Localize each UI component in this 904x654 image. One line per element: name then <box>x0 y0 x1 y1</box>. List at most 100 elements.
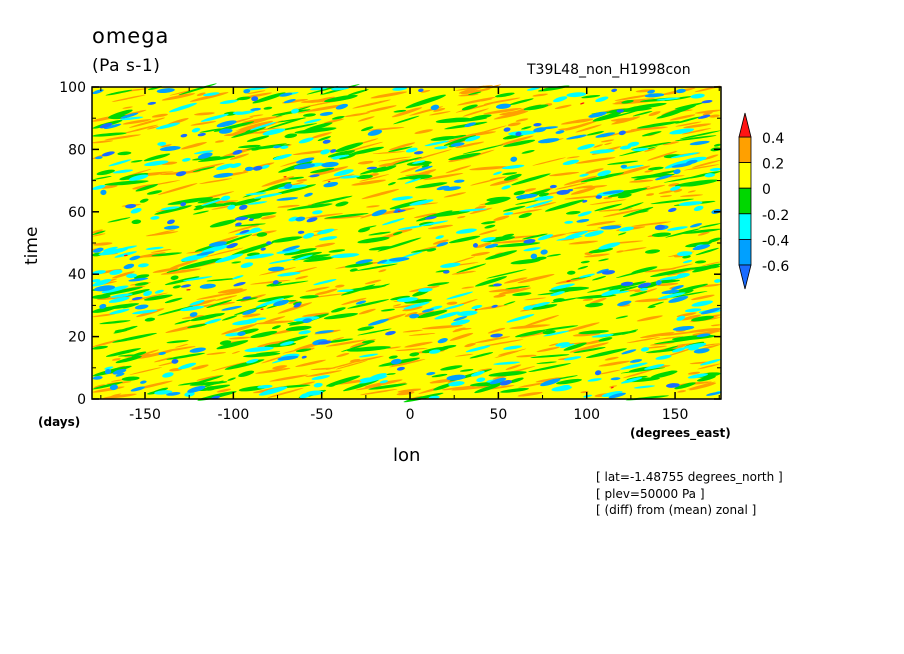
field-cyan <box>476 377 486 383</box>
field-orange <box>391 107 423 118</box>
field-red <box>260 308 264 310</box>
field-cyan <box>543 330 570 337</box>
colorbar-label: 0.2 <box>762 157 784 173</box>
field-cyan <box>640 347 650 352</box>
field-green <box>285 325 312 331</box>
field-green <box>449 369 492 382</box>
field-cyan <box>691 300 713 307</box>
field-cyan <box>405 147 418 153</box>
field-green <box>405 94 446 109</box>
field-cyan <box>300 162 325 169</box>
field-green <box>358 227 371 233</box>
field-green <box>627 102 667 110</box>
field-orange <box>116 88 148 93</box>
field-green <box>151 387 169 394</box>
field-cyan <box>657 292 686 300</box>
field-green <box>197 197 220 204</box>
field-cyan <box>714 279 721 283</box>
field-green <box>249 214 263 219</box>
field-orange <box>493 215 510 221</box>
field-lightblue <box>93 285 116 292</box>
field-green <box>92 306 117 313</box>
field-lightblue <box>268 266 285 272</box>
field-green <box>574 134 586 139</box>
field-green <box>606 108 634 116</box>
field-green <box>388 355 398 359</box>
field-green <box>122 304 136 309</box>
field-blue <box>197 132 206 137</box>
field-lightblue <box>158 351 166 356</box>
field-orange <box>359 174 390 182</box>
field-orange <box>242 199 258 203</box>
field-green <box>343 285 387 292</box>
field-cyan <box>219 99 238 105</box>
field-orange <box>414 212 437 219</box>
field-lightblue <box>319 111 333 116</box>
field-orange <box>555 277 586 284</box>
field-orange <box>169 88 199 96</box>
field-orange <box>440 211 459 216</box>
field-lightblue <box>540 378 561 387</box>
field-green <box>521 150 535 154</box>
field-cyan <box>313 382 323 388</box>
field-orange <box>575 157 616 164</box>
field-green <box>431 373 448 378</box>
field-orange <box>541 233 567 239</box>
field-cyan <box>690 93 705 99</box>
field-lightblue <box>283 98 296 104</box>
field-orange <box>224 289 248 296</box>
field-green <box>674 179 718 187</box>
field-green <box>548 286 590 292</box>
field-lightblue <box>104 369 112 375</box>
field-green <box>404 299 433 304</box>
field-cyan <box>333 169 354 177</box>
field-green <box>688 171 721 179</box>
field-cyan <box>162 372 174 378</box>
field-green <box>676 274 685 278</box>
field-orange <box>647 132 657 137</box>
field-cyan <box>180 253 209 262</box>
field-cyan <box>232 111 243 115</box>
field-green <box>597 110 640 122</box>
field-green <box>286 300 297 302</box>
x-tick-label: -150 <box>129 407 161 423</box>
field-lightblue <box>446 374 466 381</box>
field-green <box>359 166 387 175</box>
field-orange <box>106 252 119 255</box>
field-orange <box>252 385 293 394</box>
field-orange <box>124 353 153 358</box>
field-green <box>481 221 496 225</box>
field-green <box>197 391 237 401</box>
field-orange <box>572 332 601 337</box>
field-orange <box>302 312 330 317</box>
field-lightblue <box>323 181 339 188</box>
field-orange <box>404 341 433 348</box>
field-green <box>311 195 353 205</box>
field-green <box>131 351 147 357</box>
field-orange <box>464 343 476 348</box>
field-orange <box>325 339 366 347</box>
field-orange <box>675 121 702 127</box>
field-green <box>204 386 217 391</box>
field-green <box>513 190 525 196</box>
field-orange <box>548 171 580 177</box>
field-green <box>172 285 181 289</box>
field-orange <box>644 345 668 349</box>
field-green <box>485 250 518 260</box>
field-cyan <box>294 254 313 261</box>
field-orange <box>368 173 380 177</box>
field-orange <box>570 187 596 195</box>
field-green <box>563 342 587 351</box>
field-green <box>596 330 637 338</box>
y-tick-label: 40 <box>68 267 86 283</box>
field-orange <box>520 330 554 338</box>
field-green <box>542 330 556 335</box>
field-green <box>660 104 697 118</box>
field-lightblue <box>450 142 465 147</box>
field-green <box>410 249 431 253</box>
field-lightblue <box>293 163 315 170</box>
field-green <box>99 320 131 325</box>
field-orange <box>619 128 647 135</box>
field-green <box>612 285 639 293</box>
